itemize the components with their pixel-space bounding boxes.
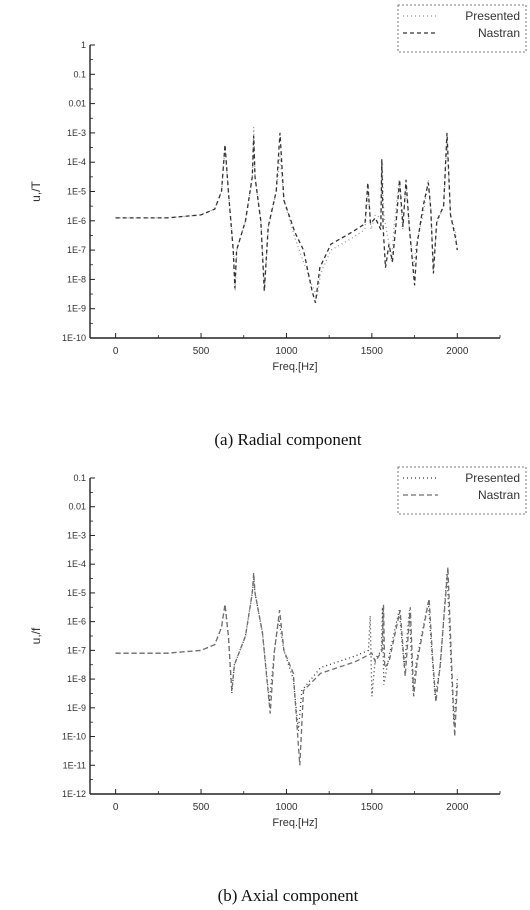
legend-label: Nastran [478, 488, 520, 502]
axes: 1 0.1 0.01 1E-3 1E-4 1E-5 1E-6 1E-7 1E-8 1E-9 1E-1… [29, 40, 501, 373]
y-tick-label: 1 [81, 40, 86, 50]
legend-label: Presented [465, 9, 520, 23]
radial-component-chart: 1 0.1 0.01 1E-3 1E-4 1E-5 1E-6 1E-7 1E-8 1E-9 1E-1… [29, 4, 527, 449]
y-tick-label: 1E-6 [67, 617, 86, 627]
legend-box [397, 4, 527, 53]
y-tick-label: 1E-3 [67, 530, 86, 540]
y-tick-label: 1E-10 [62, 732, 86, 742]
y-tick-label: 1E-10 [62, 333, 86, 343]
y-axis-label: u,/f [29, 627, 43, 644]
series-line-presented [115, 572, 458, 731]
x-tick-label: 2000 [446, 346, 469, 357]
x-tick-label: 500 [193, 802, 210, 813]
x-tick-label: 1500 [361, 346, 384, 357]
y-tick-label: 1E-8 [67, 674, 86, 684]
y-tick-label: 0.1 [73, 69, 86, 79]
y-tick-label: 1E-4 [67, 559, 86, 569]
y-tick-label: 1E-7 [67, 645, 86, 655]
series-line-presented [115, 126, 458, 300]
series-lines [115, 567, 458, 766]
x-tick-label: 1000 [275, 346, 298, 357]
x-tick-label: 1500 [361, 802, 384, 813]
x-tick-label: 0 [113, 346, 119, 357]
x-tick-label: 2000 [446, 802, 469, 813]
y-tick-label: 1E-8 [67, 274, 86, 284]
legend-label: Nastran [478, 26, 520, 40]
y-tick-label: 1E-7 [67, 245, 86, 255]
x-axis-label: Freq.[Hz] [272, 817, 317, 829]
x-axis-label: Freq.[Hz] [272, 361, 317, 373]
y-tick-label: 0.01 [68, 99, 86, 109]
y-tick-label: 0.01 [68, 502, 86, 512]
x-tick-label: 500 [193, 346, 210, 357]
y-tick-label: 1E-5 [67, 588, 86, 598]
y-tick-label: 1E-4 [67, 157, 86, 167]
x-tick-label: 0 [113, 802, 119, 813]
y-tick-label: 1E-9 [67, 703, 86, 713]
axial-component-chart: 0.1 0.01 1E-3 1E-4 1E-5 1E-6 1E-7 1E-8 1E-9 1E-10… [29, 466, 527, 905]
y-tick-label: 1E-9 [67, 304, 86, 314]
caption-a: (a) Radial component [214, 430, 362, 449]
y-tick-label: 1E-5 [67, 187, 86, 197]
legend-box [397, 466, 527, 515]
legend: Presented Nastran [397, 4, 527, 53]
series-lines [115, 126, 458, 303]
caption-b: (b) Axial component [218, 886, 359, 905]
legend-label: Presented [465, 471, 520, 485]
plot-frame [89, 45, 500, 339]
y-tick-label: 1E-3 [67, 128, 86, 138]
y-axis-label: u,/T [29, 180, 43, 201]
x-tick-label: 1000 [275, 802, 298, 813]
series-line-nastran [115, 567, 458, 766]
y-tick-label: 0.1 [73, 473, 86, 483]
plot-frame [89, 478, 500, 795]
series-line-nastran [115, 132, 458, 303]
y-tick-label: 1E-12 [62, 789, 86, 799]
y-tick-label: 1E-11 [63, 760, 86, 770]
axes: 0.1 0.01 1E-3 1E-4 1E-5 1E-6 1E-7 1E-8 1E-9 1E-10… [29, 473, 501, 829]
legend: Presented Nastran [397, 466, 527, 515]
y-tick-label: 1E-6 [67, 216, 86, 226]
